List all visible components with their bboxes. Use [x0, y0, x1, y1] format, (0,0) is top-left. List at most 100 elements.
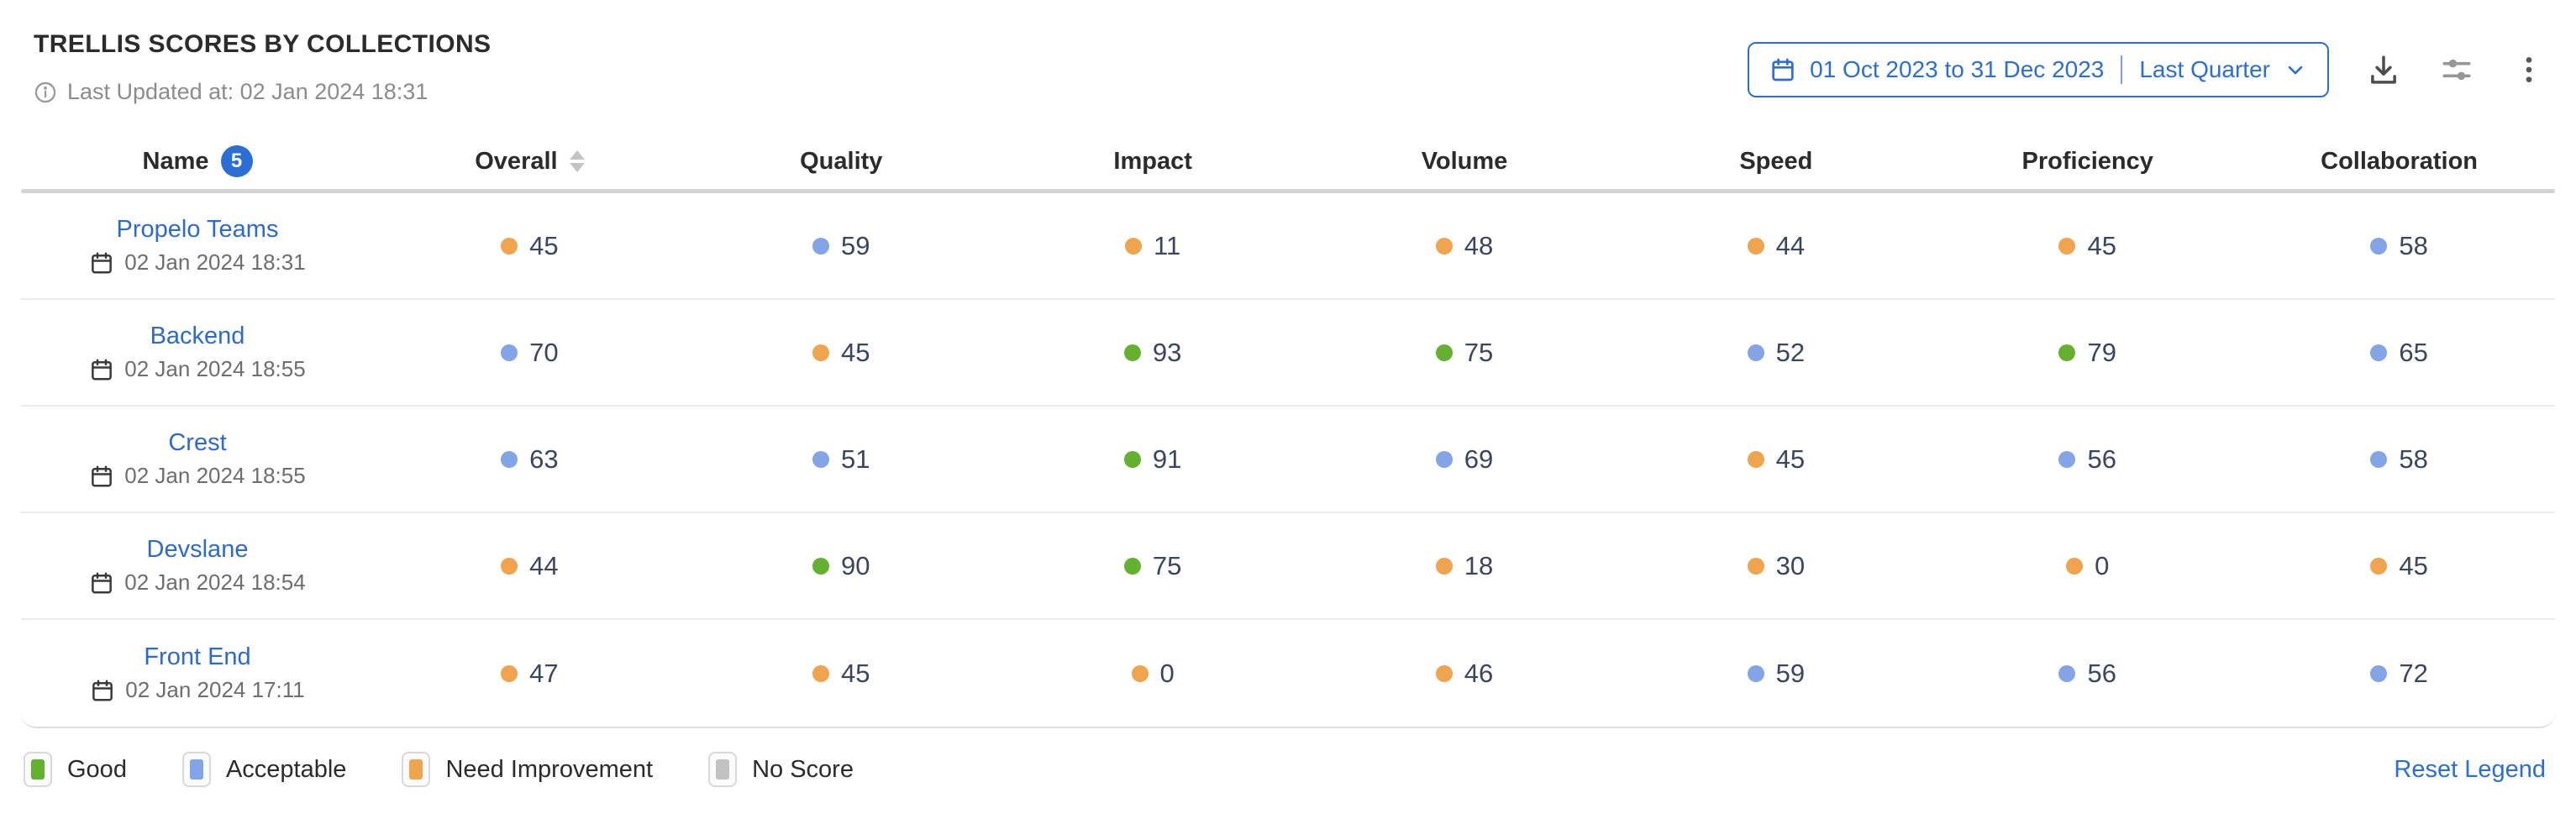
score-value: 0: [2095, 550, 2110, 580]
column-header-proficiency: Proficiency: [1932, 148, 2243, 176]
legend-chip: [24, 752, 52, 787]
score-cell: 48: [1309, 231, 1621, 261]
score-cell: 93: [997, 338, 1309, 368]
calendar-icon: [89, 357, 114, 382]
score-value: 59: [841, 230, 870, 260]
score-value: 56: [2087, 444, 2116, 474]
calendar-icon: [1769, 56, 1796, 83]
more-menu-button[interactable]: [2512, 53, 2546, 87]
download-button[interactable]: [2366, 52, 2401, 87]
score-value: 93: [1152, 337, 1182, 367]
collection-name-cell: Backend 02 Jan 2024 18:55: [21, 323, 374, 382]
date-range-text: 01 Oct 2023 to 31 Dec 2023: [1810, 56, 2105, 82]
sort-carets-icon[interactable]: [569, 150, 585, 172]
column-header-impact: Impact: [997, 148, 1309, 176]
score-value: 45: [841, 337, 870, 367]
title-block: TRELLIS SCORES BY COLLECTIONS Last Updat…: [34, 30, 491, 105]
score-cell: 65: [2243, 338, 2555, 368]
row-updated: 02 Jan 2024 18:55: [89, 356, 306, 382]
score-cell: 45: [686, 338, 997, 368]
table-row: Front End 02 Jan 2024 17:11 47 45 0 46 59 56 72: [21, 620, 2555, 727]
score-cell: 45: [374, 231, 686, 261]
collection-link[interactable]: Devslane: [146, 536, 249, 563]
legend-chip: [708, 752, 738, 787]
score-cell: 79: [1932, 338, 2243, 368]
collection-name-cell: Front End 02 Jan 2024 17:11: [21, 643, 374, 703]
score-cell: 59: [1620, 659, 1932, 689]
score-value: 30: [1775, 550, 1806, 580]
reset-legend-link[interactable]: Reset Legend: [2394, 755, 2546, 783]
score-cell: 58: [2243, 231, 2555, 261]
legend-chip: [402, 752, 431, 787]
collection-link[interactable]: Crest: [168, 429, 227, 456]
legend-label: Need Improvement: [445, 755, 654, 783]
legend-item-acceptable[interactable]: Acceptable: [181, 752, 346, 787]
collection-link[interactable]: Propelo Teams: [116, 216, 279, 243]
score-cell: 70: [374, 338, 686, 368]
row-updated-text: 02 Jan 2024 18:55: [124, 463, 306, 488]
score-cell: 11: [997, 231, 1309, 261]
date-range-preset: Last Quarter: [2139, 56, 2270, 82]
widget-settings-button[interactable]: [2438, 51, 2475, 88]
score-value: 46: [1464, 658, 1494, 688]
score-value: 70: [529, 337, 559, 367]
score-status-dot: [1435, 557, 1453, 575]
table-body: Propelo Teams 02 Jan 2024 18:31 45 59 11 48 44…: [21, 193, 2555, 728]
score-status-dot: [1123, 344, 1141, 361]
legend-item-need-improvement[interactable]: Need Improvement: [402, 752, 653, 787]
score-status-dot: [501, 344, 518, 361]
score-status-dot: [1435, 344, 1453, 361]
date-range-picker[interactable]: 01 Oct 2023 to 31 Dec 2023 Last Quarter: [1748, 42, 2329, 97]
column-header-label: Proficiency: [2021, 147, 2153, 175]
score-status-dot: [812, 664, 830, 682]
score-status-dot: [1435, 237, 1453, 255]
score-cell: 90: [686, 551, 997, 581]
table-row: Backend 02 Jan 2024 18:55 70 45 93 75 52 79 65: [21, 300, 2555, 407]
row-updated-text: 02 Jan 2024 17:11: [125, 677, 305, 702]
info-icon: [34, 81, 57, 104]
score-status-dot: [1747, 344, 1764, 361]
score-cell: 75: [997, 551, 1309, 581]
score-value: 65: [2399, 337, 2428, 367]
score-cell: 51: [686, 444, 997, 475]
legend-item-good[interactable]: Good: [24, 752, 127, 787]
collection-link[interactable]: Backend: [150, 323, 245, 349]
score-status-dot: [2058, 664, 2076, 682]
score-cell: 44: [374, 551, 686, 581]
score-value: 79: [2087, 337, 2116, 367]
calendar-icon: [89, 464, 114, 489]
row-count-badge: 5: [220, 145, 253, 177]
score-cell: 52: [1620, 338, 1932, 368]
score-status-dot: [1123, 450, 1141, 468]
score-status-dot: [2370, 450, 2388, 468]
score-value: 58: [2399, 230, 2428, 260]
score-value: 91: [1152, 444, 1182, 474]
score-status-dot: [2066, 557, 2084, 575]
score-cell: 47: [374, 659, 686, 689]
legend-label: No Score: [752, 755, 854, 783]
column-header-name: Name 5: [21, 145, 374, 177]
column-header-label: Name: [142, 147, 209, 175]
row-updated: 02 Jan 2024 18:54: [89, 570, 306, 596]
score-value: 56: [2087, 658, 2116, 688]
score-value: 44: [1775, 230, 1806, 260]
score-status-dot: [2058, 344, 2076, 361]
score-cell: 75: [1309, 338, 1621, 368]
score-status-dot: [2370, 237, 2388, 255]
score-status-dot: [1747, 664, 1764, 682]
collection-link[interactable]: Front End: [144, 643, 251, 670]
table-row: Propelo Teams 02 Jan 2024 18:31 45 59 11 48 44…: [21, 193, 2555, 300]
score-value: 72: [2399, 658, 2428, 688]
widget-controls: 01 Oct 2023 to 31 Dec 2023 Last Quarter: [1748, 42, 2546, 97]
legend-item-no-score[interactable]: No Score: [708, 752, 854, 787]
score-status-dot: [1747, 450, 1764, 468]
score-status-dot: [812, 557, 830, 575]
column-header-volume: Volume: [1309, 148, 1621, 176]
score-status-dot: [812, 344, 830, 361]
score-cell: 45: [1932, 231, 2243, 261]
column-header-overall[interactable]: Overall: [374, 148, 686, 176]
column-header-collaboration: Collaboration: [2243, 148, 2555, 176]
download-icon: [2366, 55, 2401, 90]
score-value: 18: [1464, 550, 1494, 580]
score-cell: 63: [374, 444, 686, 475]
